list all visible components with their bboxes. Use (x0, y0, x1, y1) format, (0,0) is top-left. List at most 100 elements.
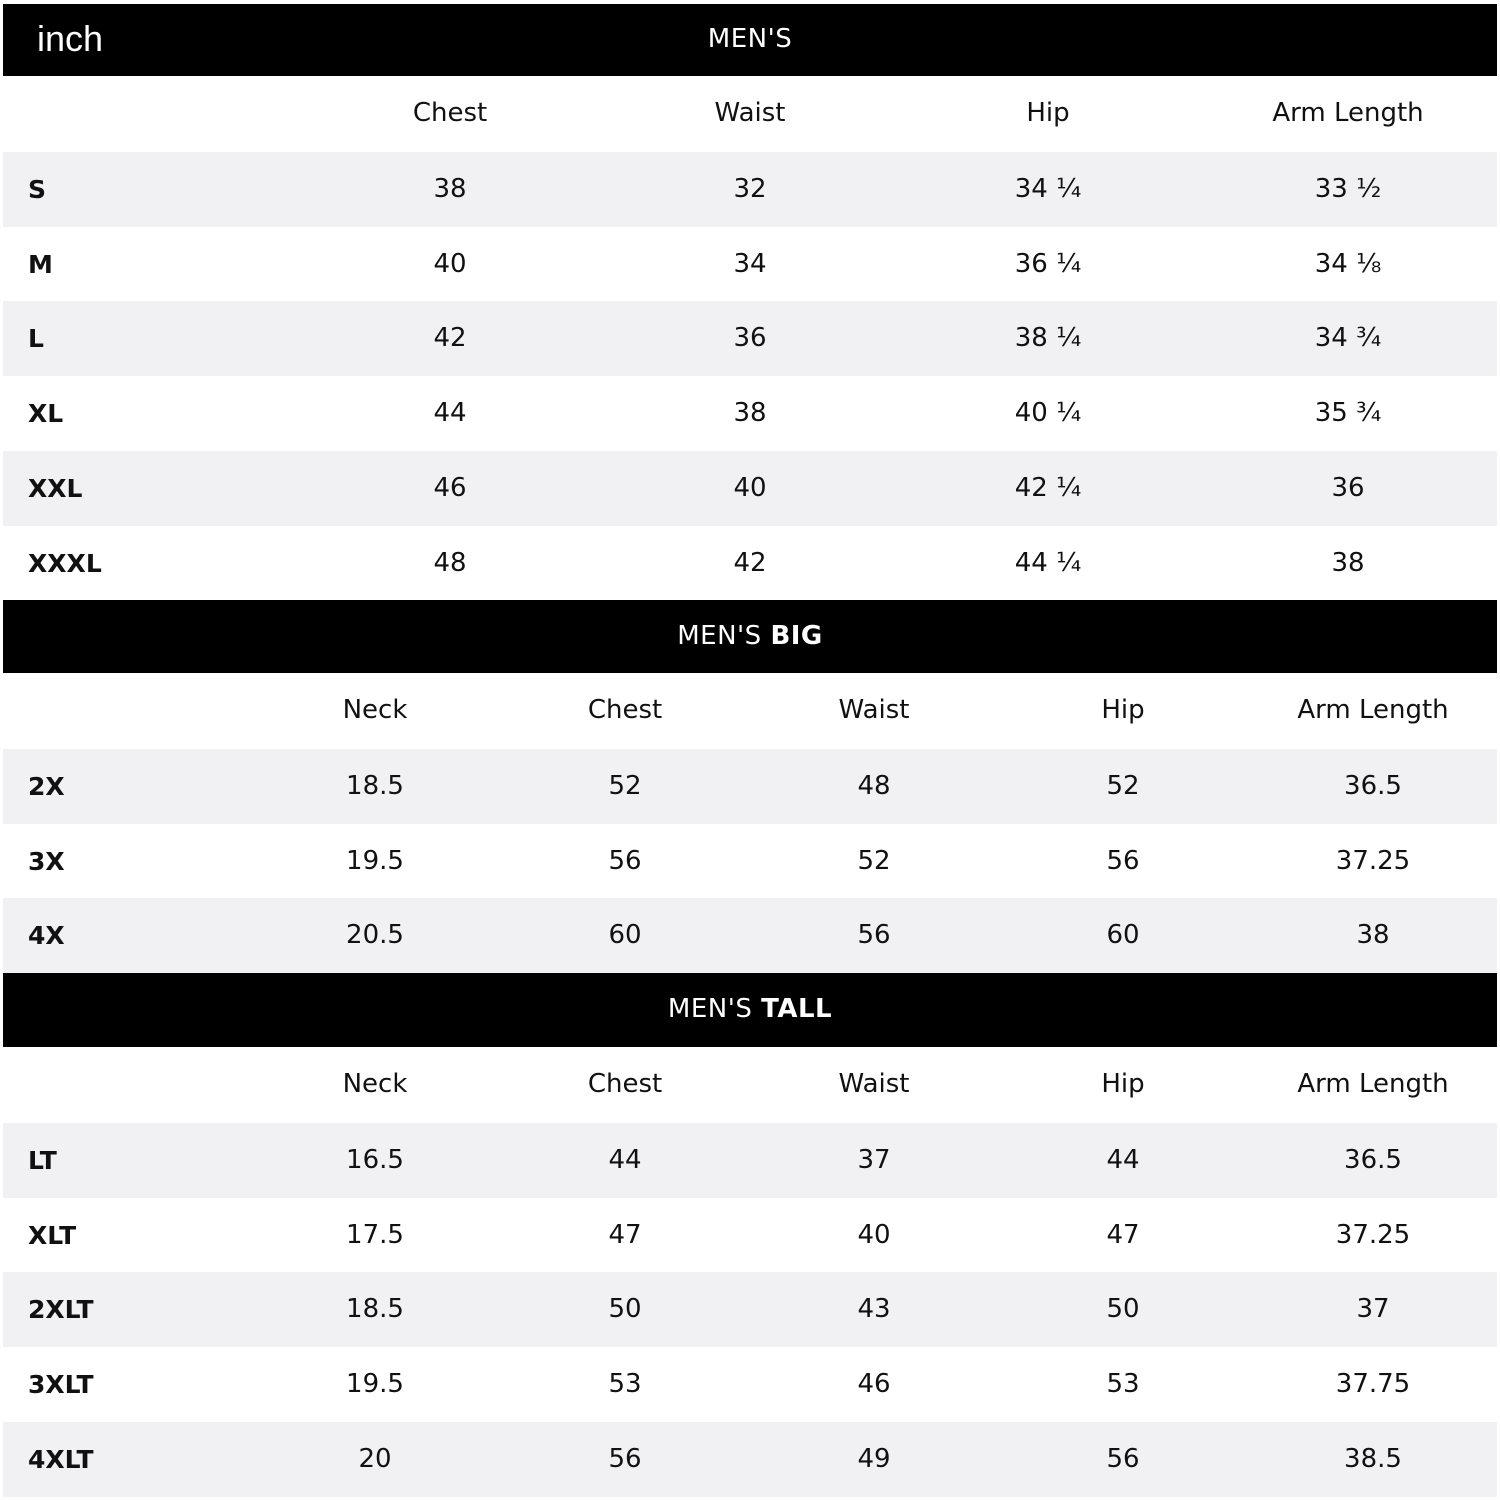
measurement-value: 38 ¼ (1014, 323, 1082, 354)
column-header: Hip (1101, 695, 1145, 725)
size-label: L (28, 324, 44, 354)
measurement-value: 46 (857, 1369, 891, 1400)
measurement-value: 36 (1331, 472, 1365, 503)
column-header: Neck (342, 1069, 408, 1099)
size-label: 4X (28, 921, 65, 951)
table-row: 2X 18.5 52 48 52 36.5 (3, 749, 1497, 824)
measurement-value: 18.5 (346, 771, 404, 801)
size-label: LT (28, 1146, 57, 1175)
measurement-value: 20.5 (346, 920, 404, 951)
column-header: Arm Length (1297, 695, 1449, 725)
measurement-value: 32 (733, 174, 767, 204)
table-row: LT 16.5 44 37 44 36.5 (3, 1123, 1497, 1198)
measurement-value: 48 (857, 771, 891, 801)
column-header: Waist (714, 98, 786, 128)
measurement-value: 17.5 (346, 1219, 404, 1250)
table-row: L 42 36 38 ¼ 34 ¾ (3, 301, 1497, 377)
size-label: XL (28, 399, 64, 429)
measurement-value: 56 (1106, 1443, 1140, 1474)
table-row: XL 44 38 40 ¼ 35 ¾ (3, 376, 1497, 451)
column-header: Chest (412, 98, 488, 128)
table-row: M 40 34 36 ¼ 34 ⅛ (3, 227, 1497, 302)
measurement-value: 56 (1106, 845, 1140, 876)
size-label: XXXL (28, 548, 102, 578)
section-title-regular: MEN'S (707, 24, 793, 54)
section-title-bold: TALL (761, 994, 833, 1024)
column-header: Waist (838, 1069, 910, 1099)
table-row: 3X 19.5 56 52 56 37.25 (3, 824, 1497, 899)
table-row: XXL 46 40 42 ¼ 36 (3, 450, 1497, 526)
measurement-value: 42 (733, 547, 767, 578)
table-row: 3XLT 19.5 53 46 53 37.75 (3, 1347, 1497, 1422)
measurement-value: 34 ⅛ (1314, 248, 1382, 279)
measurement-value: 44 (1106, 1145, 1140, 1175)
table-row: S 38 32 34 ¼ 33 ½ (3, 152, 1497, 227)
size-label: 3XLT (28, 1370, 94, 1400)
measurement-value: 34 ¼ (1014, 174, 1082, 204)
column-header: Chest (587, 695, 663, 725)
measurement-value: 35 ¾ (1314, 398, 1382, 429)
table-row: 4X 20.5 60 56 60 38 (3, 898, 1497, 974)
size-label: 3X (28, 846, 65, 876)
measurement-value: 42 ¼ (1014, 472, 1082, 503)
column-header: Neck (342, 695, 408, 725)
measurement-value: 50 (608, 1294, 642, 1325)
measurement-value: 56 (608, 845, 642, 876)
size-label: 2XLT (28, 1295, 94, 1325)
measurement-value: 33 ½ (1314, 174, 1382, 204)
size-label: S (28, 175, 47, 204)
measurement-value: 38 (1356, 920, 1390, 951)
measurement-value: 47 (608, 1219, 642, 1250)
measurement-value: 40 ¼ (1014, 398, 1082, 429)
column-header: Hip (1101, 1069, 1145, 1099)
measurement-value: 37.25 (1335, 845, 1411, 876)
measurement-value: 43 (857, 1294, 891, 1325)
table-row: 4XLT 20 56 49 56 38.5 (3, 1421, 1497, 1497)
measurement-value: 49 (857, 1443, 891, 1474)
measurement-value: 38.5 (1344, 1443, 1402, 1474)
measurement-value: 40 (433, 248, 467, 279)
measurement-value: 36.5 (1344, 1145, 1402, 1175)
measurement-value: 37.75 (1335, 1369, 1411, 1400)
measurement-value: 40 (733, 472, 767, 503)
column-header: Waist (838, 695, 910, 725)
measurement-value: 38 (1331, 547, 1365, 578)
measurement-value: 36.5 (1344, 771, 1402, 801)
section-header-bar: inch MEN'S (3, 4, 1497, 76)
column-header-row: Neck Chest Waist Hip Arm Length (3, 1047, 1497, 1123)
measurement-value: 20 (358, 1443, 392, 1474)
section-title-bold: BIG (770, 620, 823, 651)
measurement-value: 52 (608, 771, 642, 801)
measurement-value: 53 (1106, 1369, 1140, 1400)
measurement-value: 48 (433, 547, 467, 578)
section-header-bar: MEN'S BIG (3, 600, 1497, 673)
column-header: Chest (587, 1069, 663, 1099)
section-header-bar: MEN'S TALL (3, 973, 1497, 1047)
measurement-value: 16.5 (346, 1145, 404, 1175)
measurement-value: 36 (733, 323, 767, 354)
measurement-value: 42 (433, 323, 467, 354)
measurement-value: 37 (857, 1145, 891, 1175)
measurement-value: 60 (608, 920, 642, 951)
column-header: Hip (1026, 98, 1070, 128)
size-label: M (28, 249, 53, 279)
measurement-value: 19.5 (346, 845, 404, 876)
table-row: 2XLT 18.5 50 43 50 37 (3, 1272, 1497, 1348)
table-row: XLT 17.5 47 40 47 37.25 (3, 1198, 1497, 1273)
column-header: Arm Length (1272, 98, 1424, 128)
measurement-value: 40 (857, 1219, 891, 1250)
measurement-value: 18.5 (346, 1294, 404, 1325)
measurement-value: 34 (733, 248, 767, 279)
measurement-value: 36 ¼ (1014, 248, 1082, 279)
measurement-value: 37.25 (1335, 1219, 1411, 1250)
section-title-regular: MEN'S (677, 620, 771, 651)
section-title-regular: MEN'S (667, 994, 762, 1024)
measurement-value: 56 (857, 920, 891, 951)
measurement-value: 44 (433, 398, 467, 429)
measurement-value: 56 (608, 1443, 642, 1474)
measurement-value: 34 ¾ (1314, 323, 1382, 354)
size-label: XLT (28, 1220, 77, 1250)
measurement-value: 50 (1106, 1294, 1140, 1325)
measurement-value: 44 ¼ (1014, 547, 1082, 578)
measurement-value: 53 (608, 1369, 642, 1400)
